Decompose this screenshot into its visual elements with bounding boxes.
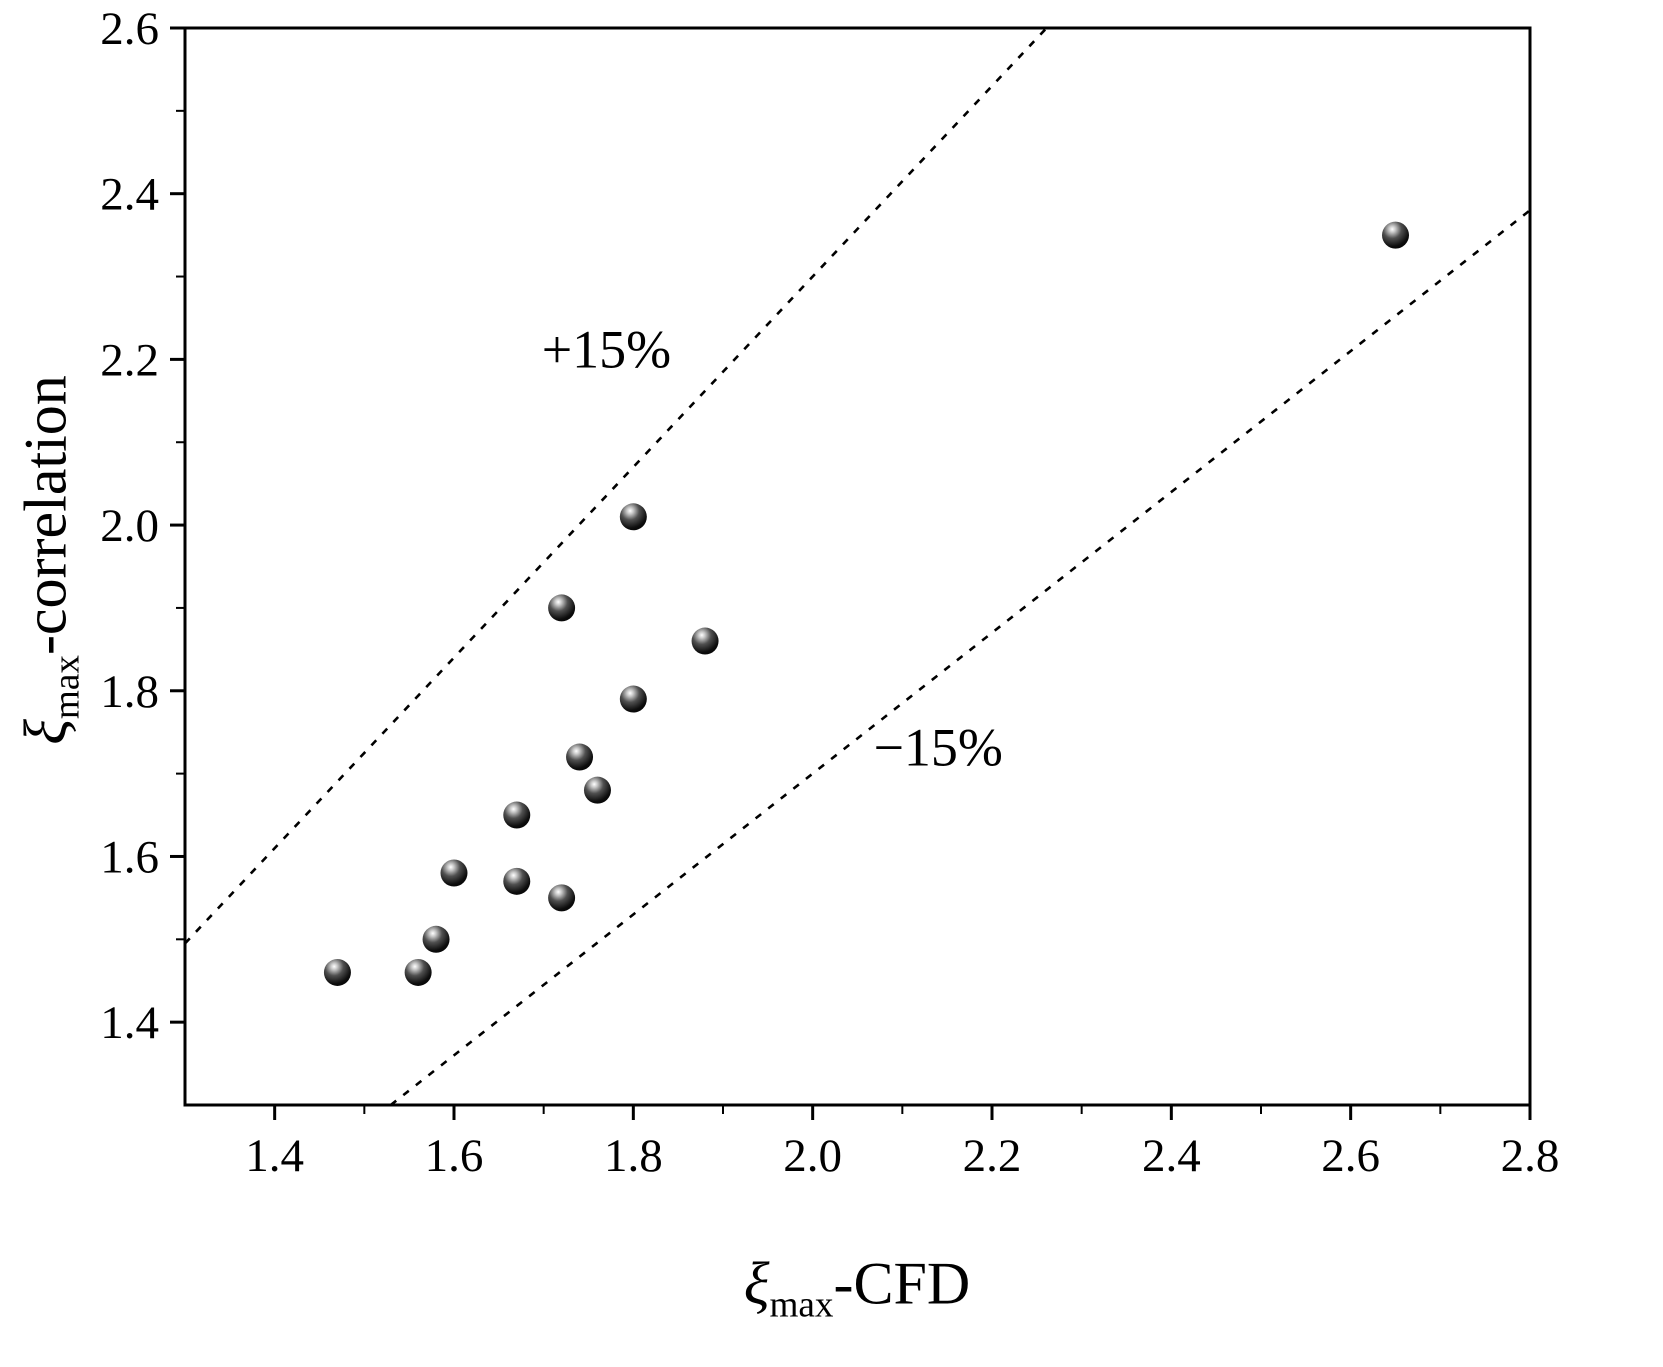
data-point [1382, 221, 1409, 249]
x-tick-label: 2.0 [783, 1130, 842, 1182]
y-axis-symbol: ξ [12, 719, 79, 745]
data-points [323, 221, 1409, 986]
y-axis-label: ξmax-correlation [12, 375, 89, 745]
x-axis-suffix: -CFD [833, 1250, 971, 1317]
x-axis-subscript: max [769, 1284, 834, 1326]
data-point [404, 958, 432, 986]
y-tick-label: 2.2 [100, 334, 159, 386]
y-tick-label: 1.4 [100, 997, 159, 1049]
y-tick-label: 2.0 [100, 500, 159, 552]
x-axis-label: ξmax-CFD [744, 1250, 970, 1327]
data-point [422, 925, 450, 953]
reference-line [389, 209, 1531, 1107]
x-tick-label: 2.8 [1501, 1130, 1560, 1182]
data-point [548, 884, 576, 912]
data-point [503, 801, 531, 829]
data-point [440, 859, 468, 887]
x-tick-label: 1.6 [425, 1130, 484, 1182]
percent-annotation: −15% [873, 717, 1002, 777]
reference-lines [184, 27, 1531, 1107]
annotations: +15% −15% [542, 320, 1003, 778]
x-tick-label: 1.8 [604, 1130, 663, 1182]
data-point [619, 685, 647, 713]
y-tick-label: 1.6 [100, 831, 159, 883]
y-tick-label: 1.8 [100, 666, 159, 718]
reference-line [184, 27, 1048, 945]
data-point [583, 776, 611, 804]
percent-annotation: +15% [542, 320, 671, 380]
x-tick-label: 2.4 [1142, 1130, 1201, 1182]
y-tick-label: 2.6 [100, 3, 159, 55]
x-axis-symbol: ξ [743, 1250, 770, 1317]
data-point [566, 743, 594, 771]
plot-border [183, 26, 1532, 1107]
y-axis-subscript: max [46, 655, 88, 720]
data-point [619, 503, 647, 531]
x-tick-label: 2.6 [1321, 1130, 1380, 1182]
data-point [503, 867, 531, 895]
axis-ticks: 1.4 1.6 1.8 2.0 2.2 2.4 2.6 2.8 1.4 1.6 1.8 2.0 2.2 2… [100, 3, 1559, 1182]
data-point [691, 627, 719, 655]
data-point [548, 594, 576, 622]
y-axis-suffix: -correlation [12, 375, 79, 656]
data-point [323, 958, 351, 986]
x-tick-label: 1.4 [245, 1130, 304, 1182]
y-tick-label: 2.4 [100, 169, 159, 221]
x-tick-label: 2.2 [963, 1130, 1022, 1182]
